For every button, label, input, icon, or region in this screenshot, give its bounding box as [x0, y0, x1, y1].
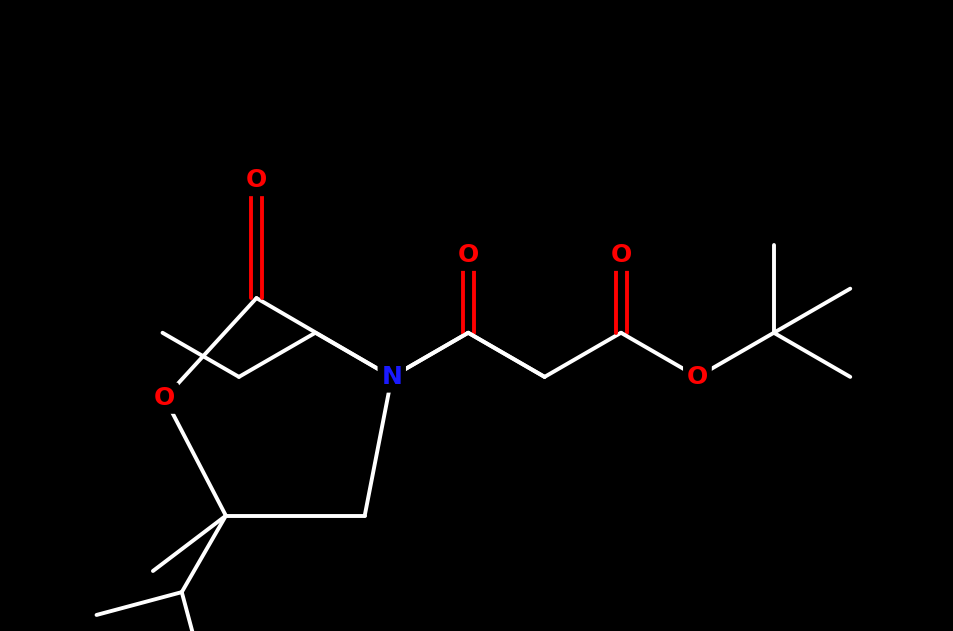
Text: O: O — [610, 243, 631, 267]
Text: O: O — [686, 365, 707, 389]
Text: O: O — [457, 243, 478, 267]
Text: O: O — [154, 386, 175, 410]
Text: N: N — [381, 365, 402, 389]
Text: O: O — [246, 168, 267, 192]
